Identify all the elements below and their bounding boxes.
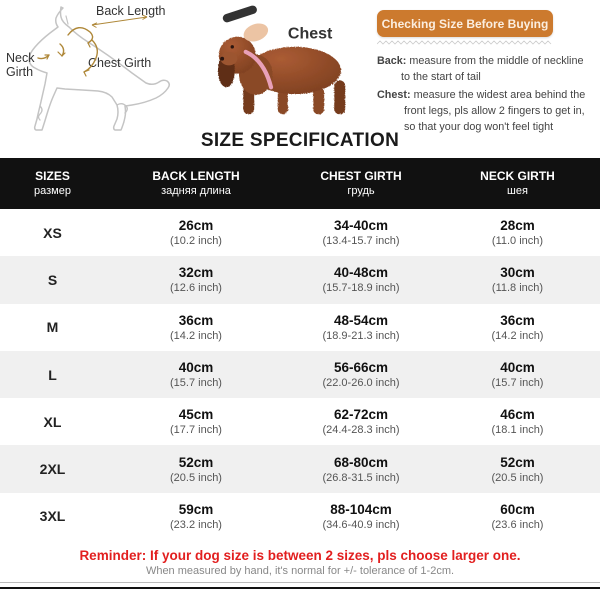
svg-text:Back Length: Back Length: [96, 4, 166, 18]
svg-text:Girth: Girth: [6, 65, 33, 79]
svg-text:Chest: Chest: [288, 25, 333, 42]
svg-text:Neck: Neck: [6, 51, 35, 65]
svg-text:Chest Girth: Chest Girth: [88, 56, 151, 70]
